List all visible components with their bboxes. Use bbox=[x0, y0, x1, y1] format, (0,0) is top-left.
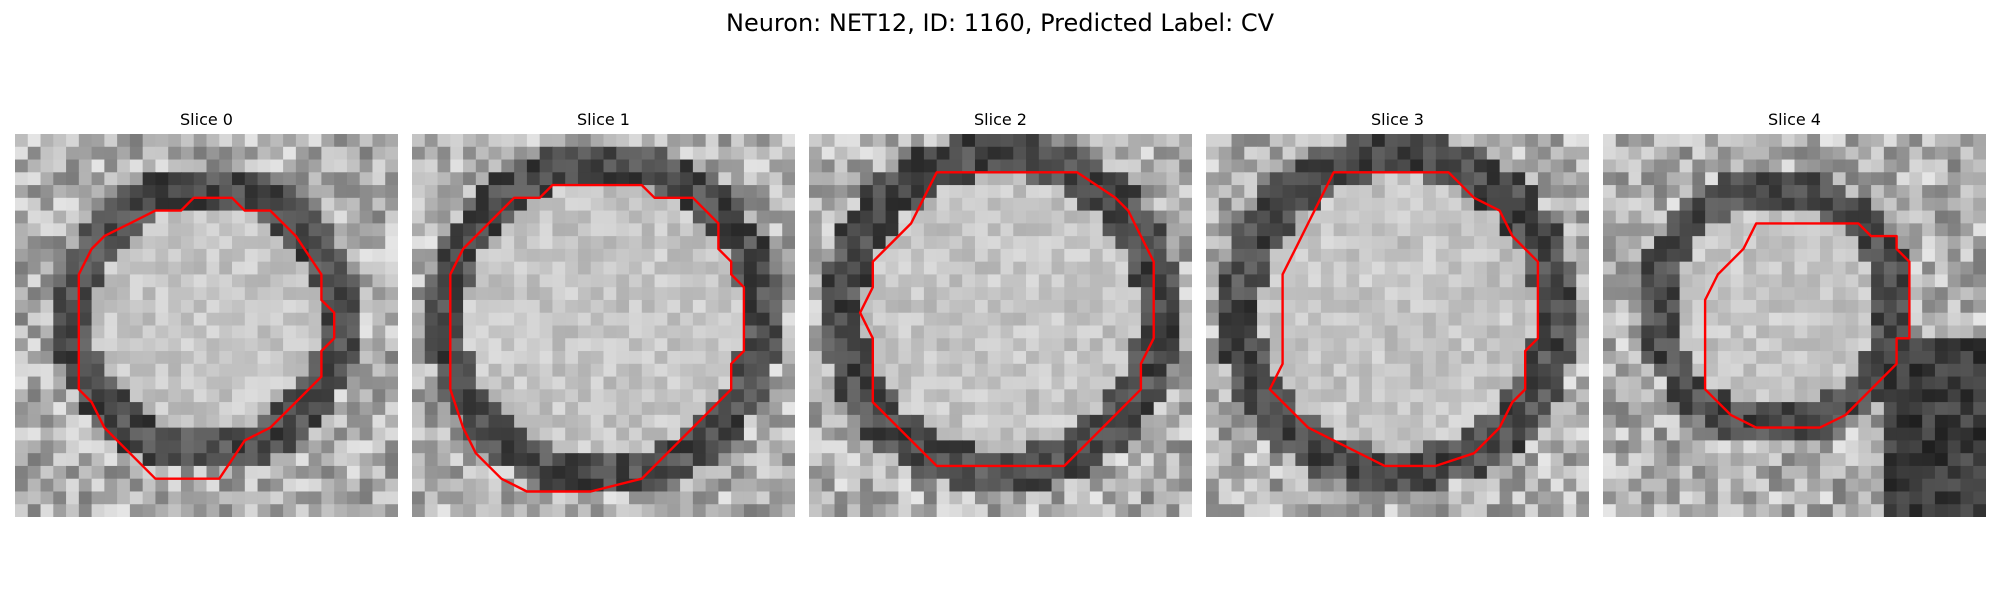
figure-title: Neuron: NET12, ID: 1160, Predicted Label… bbox=[726, 9, 1274, 37]
slice-image bbox=[1206, 134, 1589, 517]
slice-panel-3: Slice 3 bbox=[1206, 104, 1589, 520]
cell-contour bbox=[1268, 171, 1540, 468]
cell-contour bbox=[1703, 222, 1911, 429]
cell-contour bbox=[449, 183, 746, 493]
slice-title: Slice 3 bbox=[1371, 110, 1424, 129]
slice-image bbox=[412, 134, 795, 517]
slice-image bbox=[809, 134, 1192, 517]
slice-image bbox=[1603, 134, 1986, 517]
slice-image bbox=[15, 134, 398, 517]
slice-panel-0: Slice 0 bbox=[15, 104, 398, 520]
cell-contour bbox=[77, 196, 336, 480]
slice-panel-1: Slice 1 bbox=[412, 104, 795, 520]
slice-title: Slice 1 bbox=[577, 110, 630, 129]
cell-contour bbox=[858, 171, 1155, 468]
slice-title: Slice 4 bbox=[1768, 110, 1821, 129]
slice-title: Slice 2 bbox=[974, 110, 1027, 129]
slice-panel-2: Slice 2 bbox=[809, 104, 1192, 520]
slice-title: Slice 0 bbox=[180, 110, 233, 129]
slice-panel-4: Slice 4 bbox=[1603, 104, 1986, 520]
